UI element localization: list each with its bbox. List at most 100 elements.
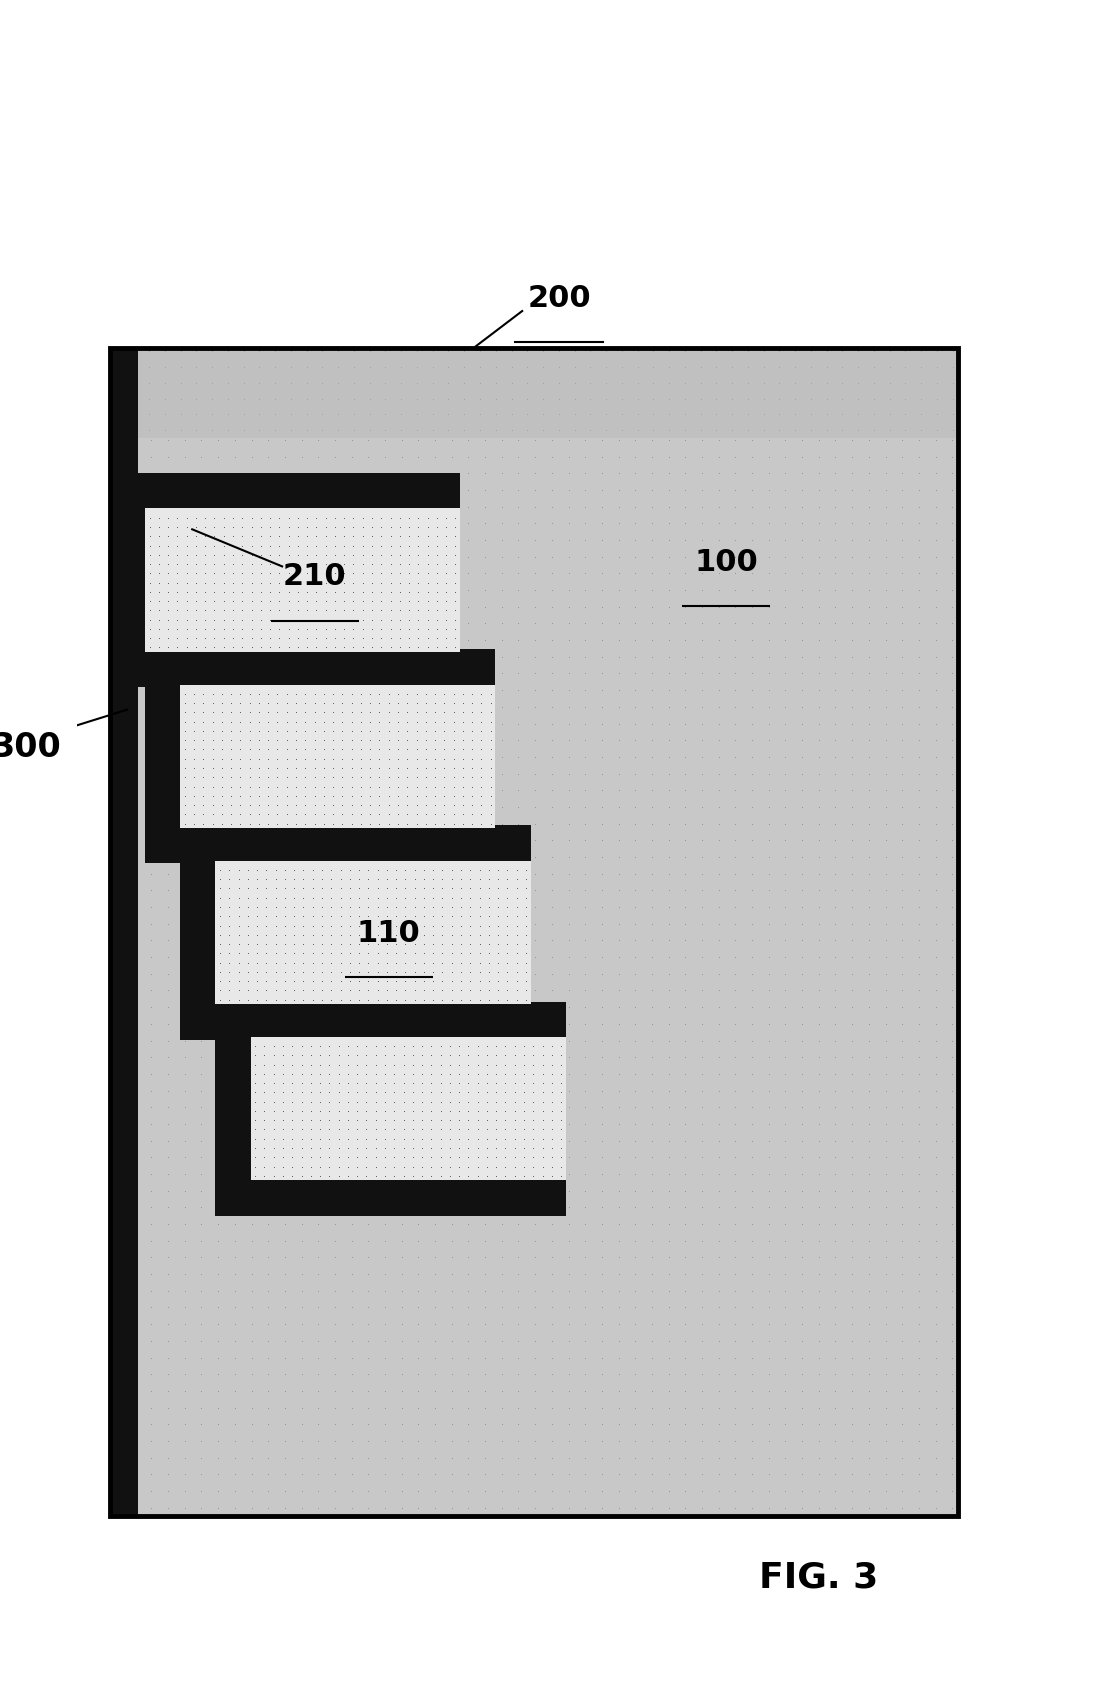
Point: [324, 801, 342, 828]
Point: [560, 360, 577, 387]
Point: [460, 828, 477, 855]
Point: [326, 532, 344, 559]
Point: [877, 1245, 895, 1272]
Point: [367, 1042, 384, 1069]
Point: [926, 1260, 944, 1287]
Point: [626, 927, 644, 954]
Point: [308, 588, 325, 615]
Point: [894, 760, 911, 787]
Point: [278, 736, 296, 763]
Point: [910, 1128, 927, 1155]
Point: [443, 1211, 461, 1238]
Point: [209, 1495, 227, 1522]
Point: [410, 532, 427, 559]
Point: [794, 578, 811, 605]
Point: [860, 1495, 877, 1522]
Point: [724, 417, 741, 444]
Point: [404, 1162, 422, 1189]
Point: [250, 811, 267, 838]
Point: [660, 1111, 678, 1138]
Point: [209, 1061, 227, 1088]
Point: [267, 941, 285, 968]
Point: [268, 747, 286, 774]
Point: [298, 616, 315, 644]
Point: [211, 875, 229, 902]
Point: [126, 1294, 143, 1321]
Point: [776, 927, 794, 954]
Point: [126, 1010, 143, 1037]
Point: [330, 1154, 347, 1181]
Point: [543, 760, 561, 787]
Point: [326, 461, 344, 488]
Point: [343, 755, 360, 782]
Point: [233, 588, 251, 615]
Point: [393, 861, 411, 888]
Point: [330, 1079, 347, 1106]
Point: [560, 595, 577, 622]
Point: [364, 551, 381, 578]
Point: [226, 544, 243, 571]
Point: [493, 627, 510, 654]
Point: [929, 385, 946, 412]
Point: [508, 922, 526, 949]
Point: [410, 1410, 427, 1437]
Point: [727, 510, 745, 537]
Point: [257, 949, 275, 976]
Point: [434, 856, 451, 883]
Point: [334, 792, 351, 819]
Point: [359, 1128, 377, 1155]
Point: [417, 782, 435, 809]
Point: [776, 910, 794, 937]
Point: [382, 551, 400, 578]
Point: [560, 1094, 577, 1121]
Point: [332, 949, 349, 976]
Point: [443, 1410, 461, 1437]
Point: [177, 579, 195, 606]
Point: [176, 1361, 194, 1388]
Point: [543, 893, 561, 921]
Point: [287, 736, 304, 763]
Point: [226, 1194, 243, 1221]
Point: [710, 711, 727, 738]
Point: [176, 755, 194, 782]
Point: [877, 1410, 895, 1437]
Point: [493, 660, 510, 687]
Point: [827, 410, 844, 437]
Point: [110, 1444, 127, 1471]
Point: [944, 345, 961, 372]
Point: [794, 828, 811, 855]
Point: [407, 755, 425, 782]
Point: [126, 1393, 143, 1420]
Point: [306, 681, 323, 708]
Point: [110, 1143, 127, 1170]
Point: [660, 461, 678, 488]
Point: [894, 1128, 911, 1155]
Point: [543, 1111, 561, 1138]
Point: [527, 1078, 544, 1105]
Point: [399, 782, 416, 809]
Point: [944, 794, 961, 821]
Point: [894, 861, 911, 888]
Point: [297, 681, 314, 708]
Point: [944, 944, 961, 971]
Point: [776, 1010, 794, 1037]
Point: [677, 995, 694, 1022]
Point: [377, 360, 394, 387]
Point: [693, 777, 711, 804]
Point: [249, 856, 266, 883]
Point: [660, 417, 678, 444]
Point: [794, 444, 811, 471]
Point: [441, 1154, 459, 1181]
Point: [220, 978, 238, 1005]
Point: [426, 394, 443, 421]
Point: [176, 527, 194, 554]
Point: [343, 1427, 360, 1454]
Point: [410, 542, 427, 569]
Point: [487, 1125, 505, 1152]
Point: [385, 1162, 403, 1189]
Point: [693, 760, 711, 787]
Point: [377, 1052, 394, 1079]
Point: [516, 1052, 533, 1079]
Point: [406, 856, 424, 883]
Point: [479, 1106, 496, 1133]
